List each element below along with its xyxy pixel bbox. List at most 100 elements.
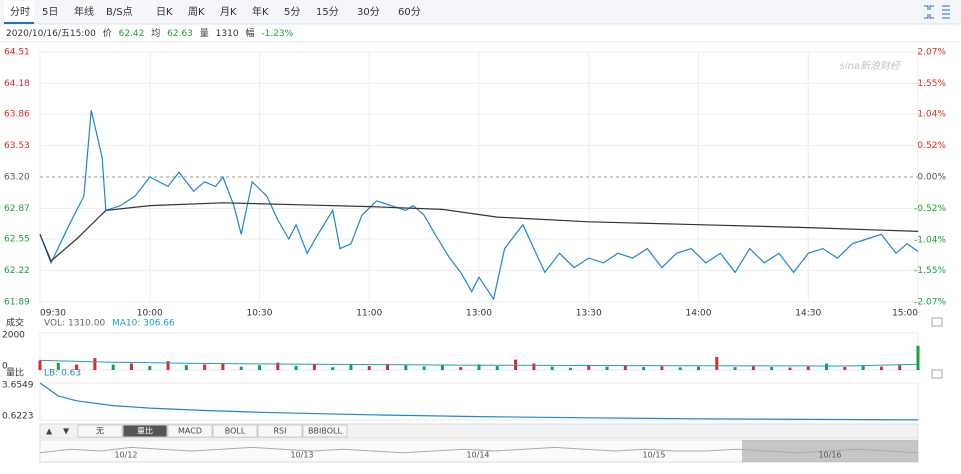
menu-icon[interactable] [942,5,950,19]
x-tick-label: 14:30 [795,309,821,319]
volume-bar [440,365,444,370]
y-tick-label: 64.18 [4,79,30,89]
volume-bar [568,367,572,370]
y-tick-label: 63.53 [4,141,30,151]
volume-bar [93,358,97,370]
volume-bar [404,365,408,370]
volume-bar [550,366,554,370]
volume-bar [495,366,499,370]
volume-bar [459,367,463,370]
indicator-tab-bg[interactable] [257,424,303,438]
indicator-tab-bg[interactable] [302,424,348,438]
watermark: sina新浪财经 [840,60,901,72]
volume-bar [477,364,481,370]
volume-bar [715,357,719,370]
volume-bar [129,363,133,370]
indicator-tab-bg[interactable] [77,424,123,438]
indicator-tab[interactable]: MACD [178,427,202,436]
x-tick-label: 09:30 [40,309,66,319]
info-value: 62.63 [167,29,193,39]
toolbar-tab[interactable]: 分时 [10,6,30,18]
toolbar-tab[interactable]: 月K [220,6,237,18]
volume-bar [697,366,700,370]
navigator-date: 10/16 [818,451,841,460]
x-tick-label: 13:30 [576,309,602,319]
y2-tick-label: -1.04% [914,235,946,245]
toolbar-tab[interactable]: 15分 [316,6,339,18]
y-tick-label: 2000 [2,331,25,341]
volume-bar [148,366,152,370]
y2-tick-label: 0.00% [917,173,946,183]
info-value: 62.42 [119,29,145,39]
y2-tick-label: 1.04% [917,110,946,120]
toolbar-tab[interactable]: 年线 [74,5,94,18]
panel-title: 成交 [6,317,24,329]
navigator-date: 10/14 [466,451,489,460]
volume-bar [367,366,371,370]
y2-tick-label: -2.07% [914,298,946,308]
indicator-tab[interactable]: RSI [274,427,287,436]
toolbar-tab[interactable]: 5分 [284,6,300,18]
volume-bar [331,367,335,370]
volume-bar [879,366,883,370]
volume-bar [386,363,390,370]
x-tick-label: 15:00 [892,309,918,319]
legend-entry: MA10: 306.66 [112,319,175,329]
toolbar-tab[interactable]: 日K [156,7,173,18]
legend-entry: VOL: 1310.00 [44,319,105,329]
volume-bar [806,366,810,370]
panel-title: 量比 [6,367,24,379]
scroll-button[interactable]: ▼ [63,427,70,436]
y2-tick-label: -1.55% [914,266,946,276]
indicator-tab[interactable]: BOLL [225,427,246,436]
indicator-tab-bg[interactable] [212,424,258,438]
indicator-tab-bg[interactable] [122,424,168,438]
toolbar-tab[interactable]: 5日 [42,7,58,18]
x-tick-label: 14:00 [686,309,712,319]
navigator-date: 10/15 [642,451,665,460]
navigator-date: 10/13 [290,451,313,460]
volume-bar [843,367,847,370]
volume-bar [75,364,79,370]
volume-bar [751,366,755,370]
toolbar-tab[interactable]: 60分 [398,6,421,18]
toolbar-icons[interactable] [924,5,950,19]
volume-bar [166,361,170,370]
volume-bar [349,364,353,370]
toolbar-tab[interactable]: B/S点 [106,6,133,18]
indicator-tab[interactable]: 无 [96,427,104,436]
volume-bar [312,364,316,370]
volume-bar [660,366,664,370]
scroll-button[interactable]: ▲ [46,427,53,436]
x-tick-label: 11:00 [356,309,382,319]
volume-bar [203,364,207,370]
volume-bar [56,362,60,370]
volume-bar [111,364,115,370]
x-tick-label: 10:30 [247,309,273,319]
price-line [39,110,919,301]
info-label: 价 [103,28,112,39]
info-label: 均 [151,27,160,39]
ma-line [39,359,919,367]
navigator-line [39,446,919,454]
indicator-tab-bg[interactable] [167,424,213,438]
scroll-arrow [931,369,943,379]
legend-entry: LB: 0.63 [44,369,81,379]
toolbar-tab[interactable]: 周K [188,6,205,18]
indicator-tab[interactable]: 量比 [137,426,153,436]
scroll-arrow [931,317,943,327]
volume-bar [276,362,280,370]
info-value: -1.23% [261,29,293,39]
info-label: 量 [200,28,209,39]
volume-bar [221,363,225,370]
expand-icon[interactable] [924,5,934,19]
volume-bar [770,367,774,370]
volume-bar [294,365,298,370]
toolbar-tab[interactable]: 年K [252,5,269,18]
info-line: 2020/10/16/五15:00 价 62.42 均 62.63 量 1310… [6,27,294,39]
y-tick-label: 61.89 [4,298,30,308]
indicator-tab[interactable]: BBIBOLL [308,427,342,436]
volume-bar [532,363,536,370]
y2-tick-label: -0.52% [914,204,946,214]
toolbar-tab[interactable]: 30分 [357,6,380,18]
